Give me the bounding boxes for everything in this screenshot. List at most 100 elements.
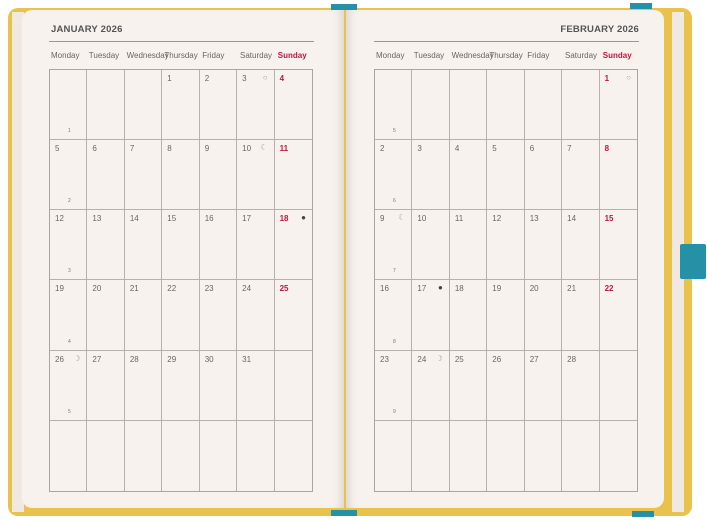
day-cell[interactable] — [50, 420, 88, 491]
day-cell[interactable] — [600, 421, 637, 491]
day-cell[interactable]: 24 — [237, 280, 275, 351]
day-cell[interactable]: 16 8 — [375, 280, 413, 351]
day-cell[interactable]: 29 — [162, 350, 200, 421]
week-number: 5 — [393, 128, 396, 135]
day-cell[interactable]: 12 — [487, 210, 525, 281]
day-cell[interactable]: 30 — [199, 350, 238, 421]
day-cell[interactable]: 14 — [562, 210, 600, 281]
day-cell[interactable]: 11 — [449, 210, 488, 281]
day-cell[interactable]: 27 — [524, 350, 563, 421]
day-cell[interactable] — [200, 420, 238, 491]
day-cell[interactable]: 19 — [487, 280, 525, 351]
day-cell[interactable]: 1 ○ — [599, 70, 637, 141]
day-cell[interactable]: 4 — [274, 70, 312, 141]
day-cell[interactable]: 7 — [562, 140, 600, 211]
day-cell[interactable]: 22 — [162, 280, 200, 351]
day-cell[interactable] — [450, 420, 488, 491]
bookmark-ribbon-top[interactable] — [331, 4, 357, 10]
day-cell[interactable]: 16 — [199, 210, 238, 281]
day-cell[interactable]: 15 — [162, 210, 200, 281]
day-cell[interactable]: 14 — [124, 210, 163, 281]
day-cell[interactable]: 11 — [274, 140, 312, 211]
day-cell[interactable]: 3 — [412, 140, 450, 211]
day-cell[interactable]: 13 — [87, 210, 125, 281]
day-cell[interactable] — [275, 421, 312, 491]
day-cell[interactable]: 28 — [562, 350, 600, 421]
day-cell[interactable]: 9 ☾ 7 — [375, 210, 413, 281]
day-cell[interactable]: 6 — [524, 140, 563, 211]
day-cell[interactable]: 21 — [124, 280, 163, 351]
day-cell[interactable]: 13 — [524, 210, 563, 281]
day-cell[interactable]: 25 — [274, 280, 312, 351]
day-cell[interactable] — [162, 420, 200, 491]
day-cell[interactable]: 9 — [199, 140, 238, 211]
day-cell[interactable]: 18 ● — [274, 210, 312, 281]
day-number: 28 — [567, 354, 577, 364]
day-cell[interactable]: 27 — [87, 350, 125, 421]
day-cell[interactable] — [487, 70, 525, 141]
day-cell[interactable] — [274, 351, 312, 421]
day-cell[interactable]: 28 — [124, 350, 163, 421]
day-cell[interactable]: 1 — [162, 70, 200, 141]
day-number: 11 — [454, 214, 464, 224]
day-cell[interactable]: 24 ☽ — [412, 350, 450, 421]
day-cell[interactable] — [87, 70, 125, 141]
day-cell[interactable]: 21 — [562, 280, 600, 351]
day-cell[interactable]: 7 — [124, 140, 163, 211]
bookmark-ribbon-bottom[interactable] — [331, 510, 357, 516]
day-number: 8 — [604, 144, 610, 154]
day-cell[interactable]: 5 — [487, 140, 525, 211]
day-cell[interactable] — [412, 70, 450, 141]
day-number: 27 — [92, 354, 102, 364]
day-number: 20 — [529, 284, 539, 294]
day-cell[interactable] — [237, 420, 275, 491]
day-number: 9 — [204, 144, 210, 154]
day-cell[interactable] — [525, 420, 563, 491]
day-cell[interactable] — [375, 420, 413, 491]
day-cell[interactable] — [87, 420, 125, 491]
day-cell[interactable]: 17 — [237, 210, 275, 281]
pen-loop[interactable] — [680, 244, 706, 279]
day-cell[interactable]: 19 4 — [50, 280, 88, 351]
day-cell[interactable]: 15 — [599, 210, 637, 281]
day-number: 30 — [204, 354, 214, 364]
day-cell[interactable]: 25 — [449, 350, 488, 421]
day-cell[interactable]: 26 ☽ 5 — [50, 350, 88, 421]
day-cell[interactable] — [599, 351, 637, 421]
day-cell[interactable] — [412, 420, 450, 491]
day-cell[interactable]: 2 — [199, 70, 238, 141]
day-number: 17 — [417, 284, 427, 294]
day-cell[interactable]: 8 — [162, 140, 200, 211]
day-cell[interactable]: 20 — [87, 280, 125, 351]
day-cell[interactable] — [449, 70, 488, 141]
day-cell[interactable] — [562, 420, 600, 491]
day-cell[interactable]: 23 — [199, 280, 238, 351]
day-cell[interactable] — [124, 70, 163, 141]
week-number: 2 — [68, 198, 71, 205]
day-cell[interactable]: 18 — [449, 280, 488, 351]
day-number: 20 — [92, 284, 102, 294]
day-cell[interactable]: 12 3 — [50, 210, 88, 281]
day-cell[interactable]: 3 ○ — [237, 70, 275, 141]
day-cell[interactable]: 31 — [237, 350, 275, 421]
day-cell[interactable]: 10 — [412, 210, 450, 281]
day-cell[interactable]: 23 9 — [375, 350, 413, 421]
day-cell[interactable] — [562, 70, 600, 141]
day-cell[interactable]: 5 — [375, 70, 413, 141]
day-cell[interactable]: 20 — [524, 280, 563, 351]
day-cell[interactable]: 10 ☾ — [237, 140, 275, 211]
day-cell[interactable] — [487, 420, 525, 491]
day-cell[interactable]: 26 — [487, 350, 525, 421]
day-cell[interactable] — [524, 70, 563, 141]
day-cell[interactable] — [125, 420, 163, 491]
day-cell[interactable]: 8 — [599, 140, 637, 211]
day-number: 5 — [55, 144, 60, 154]
day-cell[interactable]: 6 — [87, 140, 125, 211]
moon-full-icon: ○ — [262, 73, 268, 82]
day-cell[interactable]: 22 — [599, 280, 637, 351]
day-cell[interactable]: 1 — [50, 70, 88, 141]
day-cell[interactable]: 4 — [449, 140, 488, 211]
day-cell[interactable]: 17 ● — [412, 280, 450, 351]
